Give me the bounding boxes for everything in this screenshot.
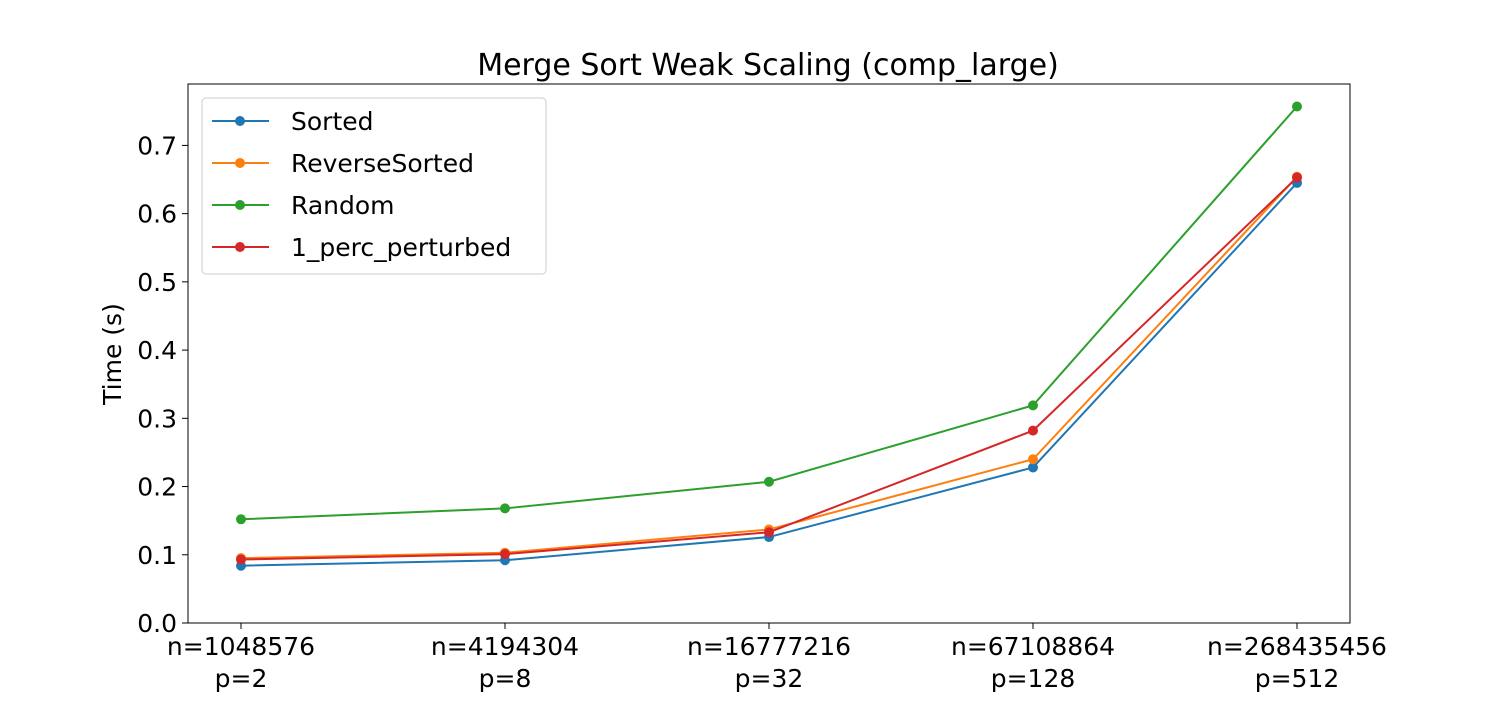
data-point	[1292, 101, 1302, 112]
series-2	[236, 101, 1302, 525]
x-tick-label-line: n=16777216	[687, 632, 851, 661]
x-tick-label-line: p=2	[215, 664, 268, 693]
x-tick-label-line: p=128	[991, 664, 1076, 693]
data-point	[500, 549, 510, 560]
data-point	[1028, 400, 1038, 411]
y-tick-label: 0.3	[137, 404, 177, 433]
legend-marker	[235, 116, 245, 126]
x-tick-label-line: n=1048576	[167, 632, 315, 661]
x-tick-label: n=1048576 p=2	[167, 632, 315, 693]
legend-label: Sorted	[291, 107, 374, 136]
y-tick-label: 0.1	[137, 541, 177, 570]
legend-item: Sorted	[212, 107, 374, 136]
data-point	[236, 554, 246, 565]
data-point	[764, 476, 774, 487]
legend-item: 1_perc_perturbed	[212, 233, 511, 262]
data-point	[1028, 425, 1038, 436]
x-tick-label-line: n=67108864	[951, 632, 1115, 661]
legend-box	[201, 97, 547, 275]
y-tick-label: 0.0	[137, 609, 177, 638]
legend-label: 1_perc_perturbed	[291, 233, 511, 262]
legend-marker	[235, 200, 245, 210]
chart-title: Merge Sort Weak Scaling (comp_large)	[477, 48, 1059, 83]
legend: Sorted ReverseSorted Random 1_perc_perturbe…	[201, 97, 547, 275]
x-tick-label-line: p=512	[1255, 664, 1340, 693]
y-tick-label: 0.2	[137, 473, 177, 502]
legend-item: Random	[212, 191, 395, 220]
legend-marker	[235, 242, 245, 252]
legend-marker	[235, 158, 245, 168]
x-tick-label: n=16777216 p=32	[687, 632, 851, 693]
data-point	[764, 527, 774, 538]
x-tick-label-line: n=268435456	[1207, 632, 1387, 661]
y-tick-label: 0.5	[137, 268, 177, 297]
plot-area: 0.0 0.1 0.2 0.3 0.4 0.5 0.6 0.7 n=1048576 p=2 n=41…	[137, 83, 1387, 693]
legend-item: ReverseSorted	[212, 149, 474, 178]
x-tick-label-line: n=4194304	[431, 632, 579, 661]
y-tick-label: 0.4	[137, 336, 177, 365]
x-tick-label-line: p=32	[735, 664, 804, 693]
x-tick-label: n=4194304 p=8	[431, 632, 579, 693]
x-tick-label-line: p=8	[479, 664, 532, 693]
data-point	[500, 503, 510, 514]
legend-label: Random	[291, 191, 395, 220]
x-tick-label: n=268435456 p=512	[1207, 632, 1387, 693]
data-point	[1292, 172, 1302, 183]
series-3	[236, 172, 1302, 565]
data-point	[1028, 454, 1038, 465]
data-point	[236, 514, 246, 525]
x-tick-label: n=67108864 p=128	[951, 632, 1115, 693]
y-axis-label: Time (s)	[98, 303, 127, 406]
y-tick-label: 0.6	[137, 200, 177, 229]
legend-label: ReverseSorted	[291, 149, 474, 178]
y-tick-label: 0.7	[137, 131, 177, 160]
data-point	[1028, 462, 1038, 473]
